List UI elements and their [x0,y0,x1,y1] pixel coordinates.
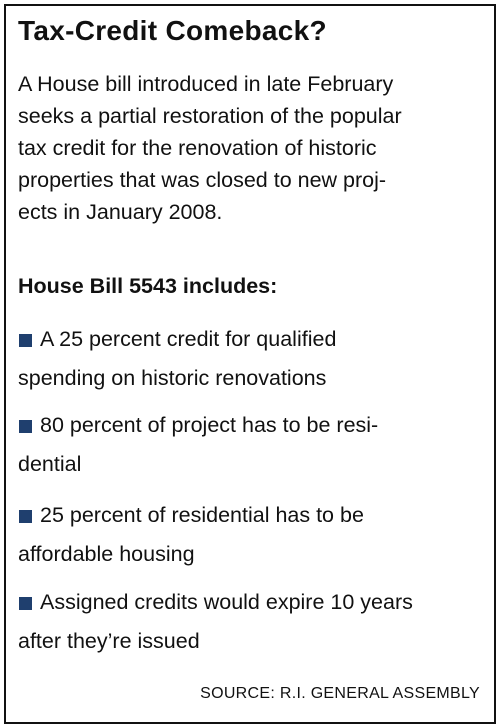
bullet-line: dential [18,452,82,476]
source: SOURCE: R.I. GENERAL ASSEMBLY [200,685,480,702]
bullet-marker [19,510,32,523]
bullet-marker [19,334,32,347]
bullet-marker [19,597,32,610]
sidebar-frame [4,4,496,724]
intro-line: properties that was closed to new proj- [18,168,387,192]
intro-line: seeks a partial restoration of the popul… [18,104,402,128]
subheading: House Bill 5543 includes: [18,274,278,298]
bullet-line: Assigned credits would expire 10 years [40,590,413,614]
bullet-line: spending on historic renovations [18,366,327,390]
bullet-line: 80 percent of project has to be resi- [40,413,379,437]
bullet-marker [19,420,32,433]
intro-line: tax credit for the renovation of histori… [18,136,377,160]
bullet-line: 25 percent of residential has to be [40,503,364,527]
bullet-line: after they’re issued [18,629,200,653]
intro-line: ects in January 2008. [18,200,223,224]
title: Tax-Credit Comeback? [18,15,327,46]
bullet-line: affordable housing [18,542,195,566]
bullet-line: A 25 percent credit for qualified [40,327,337,351]
intro-line: A House bill introduced in late February [18,72,394,96]
